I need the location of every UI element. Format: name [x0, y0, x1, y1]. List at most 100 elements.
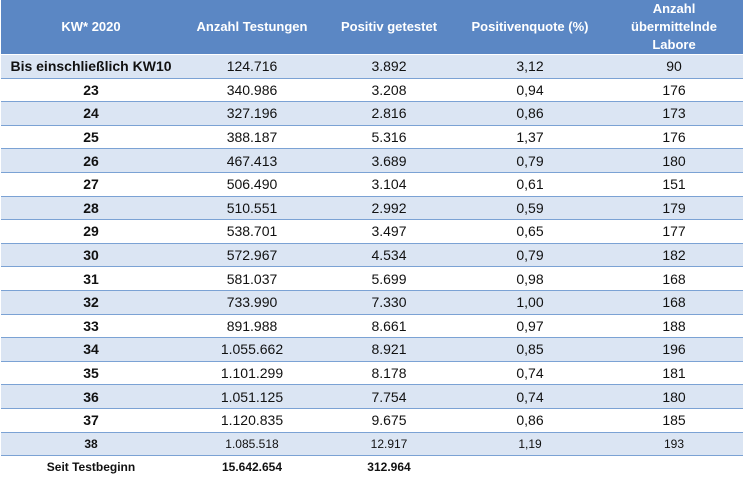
cell-positive: 3.104	[323, 171, 455, 197]
cell-kw: 27	[1, 171, 181, 197]
cell-tests: 538.701	[181, 219, 323, 244]
cell-labs: 193	[605, 431, 743, 456]
cell-quote: 0,79	[455, 242, 605, 267]
cell-positive: 7.754	[323, 384, 455, 409]
cell-kw: 29	[1, 219, 181, 244]
cell-positive: 9.675	[323, 407, 455, 432]
cell-labs: 180	[605, 384, 743, 409]
header-labs: Anzahl übermittelnde Labore	[605, 0, 743, 55]
cell-labs: 185	[605, 407, 743, 432]
cell-quote: 1,37	[455, 124, 605, 149]
cell-tests: 1.101.299	[181, 360, 323, 385]
table-row: 37 1.120.835 9.675 0,86 185	[1, 407, 743, 432]
header-row: KW* 2020 Anzahl Testungen Positiv getest…	[1, 0, 743, 55]
cell-positive: 3.208	[323, 77, 455, 102]
total-positive: 312.964	[323, 455, 455, 479]
cell-tests: 1.055.662	[181, 337, 323, 362]
table-row: Bis einschließlich KW10 124.716 3.892 3,…	[1, 54, 743, 79]
cell-tests: 733.990	[181, 289, 323, 315]
cell-positive: 5.316	[323, 124, 455, 149]
cell-quote: 0,85	[455, 337, 605, 362]
cell-quote: 0,59	[455, 195, 605, 220]
cell-quote: 0,86	[455, 407, 605, 432]
cell-tests: 1.051.125	[181, 384, 323, 409]
cell-quote: 3,12	[455, 54, 605, 79]
cell-labs: 181	[605, 360, 743, 385]
table-row: 35 1.101.299 8.178 0,74 181	[1, 360, 743, 385]
cell-quote: 0,79	[455, 148, 605, 173]
total-labs-empty	[605, 455, 743, 479]
cell-labs: 182	[605, 242, 743, 267]
cell-kw: 28	[1, 195, 181, 220]
cell-kw: 35	[1, 360, 181, 385]
cell-tests: 1.085.518	[181, 431, 323, 456]
cell-labs: 168	[605, 266, 743, 291]
cell-labs: 151	[605, 171, 743, 197]
cell-kw: 24	[1, 101, 181, 126]
cell-quote: 0,97	[455, 313, 605, 338]
header-positive: Positiv getestet	[323, 0, 455, 55]
table-row: 26 467.413 3.689 0,79 180	[1, 148, 743, 173]
cell-positive: 5.699	[323, 266, 455, 291]
table-row: 24 327.196 2.816 0,86 173	[1, 101, 743, 126]
cell-labs: 168	[605, 289, 743, 315]
cell-quote: 0,74	[455, 384, 605, 409]
cell-labs: 196	[605, 337, 743, 362]
cell-positive: 3.497	[323, 219, 455, 244]
cell-positive: 4.534	[323, 242, 455, 267]
cell-tests: 506.490	[181, 171, 323, 197]
table-row: 33 891.988 8.661 0,97 188	[1, 313, 743, 338]
cell-positive: 3.689	[323, 148, 455, 173]
header-tests: Anzahl Testungen	[181, 0, 323, 55]
cell-kw: 30	[1, 242, 181, 267]
cell-quote: 1,19	[455, 431, 605, 456]
cell-kw: 26	[1, 148, 181, 173]
cell-tests: 510.551	[181, 195, 323, 220]
cell-labs: 188	[605, 313, 743, 338]
cell-labs: 90	[605, 54, 743, 79]
cell-labs: 176	[605, 124, 743, 149]
table-row: 29 538.701 3.497 0,65 177	[1, 219, 743, 244]
cell-tests: 1.120.835	[181, 407, 323, 432]
cell-kw: 23	[1, 77, 181, 102]
table-row: 25 388.187 5.316 1,37 176	[1, 124, 743, 149]
cell-positive: 2.992	[323, 195, 455, 220]
cell-quote: 0,65	[455, 219, 605, 244]
cell-quote: 1,00	[455, 289, 605, 315]
total-row: Seit Testbeginn 15.642.654 312.964	[1, 455, 743, 479]
cell-positive: 8.178	[323, 360, 455, 385]
cell-kw: 33	[1, 313, 181, 338]
table-row: 23 340.986 3.208 0,94 176	[1, 77, 743, 102]
table-header: KW* 2020 Anzahl Testungen Positiv getest…	[1, 0, 743, 55]
cell-quote: 0,86	[455, 101, 605, 126]
cell-labs: 173	[605, 101, 743, 126]
cell-kw: 37	[1, 407, 181, 432]
cell-quote: 0,98	[455, 266, 605, 291]
cell-positive: 8.661	[323, 313, 455, 338]
table-row: 30 572.967 4.534 0,79 182	[1, 242, 743, 267]
cell-labs: 180	[605, 148, 743, 173]
total-label: Seit Testbeginn	[1, 455, 181, 479]
table-row: 28 510.551 2.992 0,59 179	[1, 195, 743, 220]
table-row: 32 733.990 7.330 1,00 168	[1, 289, 743, 315]
table-row: 27 506.490 3.104 0,61 151	[1, 171, 743, 197]
cell-kw: 34	[1, 337, 181, 362]
total-tests: 15.642.654	[181, 455, 323, 479]
total-quote-empty	[455, 455, 605, 479]
cell-labs: 177	[605, 219, 743, 244]
cell-positive: 12.917	[323, 431, 455, 456]
cell-positive: 7.330	[323, 289, 455, 315]
cell-tests: 124.716	[181, 54, 323, 79]
cell-tests: 891.988	[181, 313, 323, 338]
cell-quote: 0,61	[455, 171, 605, 197]
cell-positive: 2.816	[323, 101, 455, 126]
cell-kw: 31	[1, 266, 181, 291]
cell-kw: Bis einschließlich KW10	[1, 54, 181, 79]
cell-labs: 179	[605, 195, 743, 220]
header-kw: KW* 2020	[1, 0, 181, 55]
cell-tests: 340.986	[181, 77, 323, 102]
cell-tests: 581.037	[181, 266, 323, 291]
table-body: Bis einschließlich KW10 124.716 3.892 3,…	[1, 54, 743, 479]
